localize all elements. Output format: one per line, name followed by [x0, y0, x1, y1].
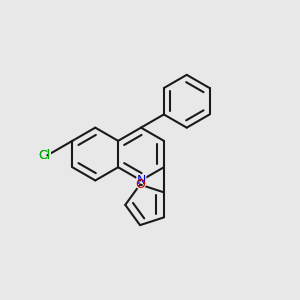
Text: O: O	[134, 177, 146, 192]
Text: N: N	[135, 173, 147, 188]
Text: Cl: Cl	[38, 149, 50, 162]
Text: Cl: Cl	[38, 149, 50, 162]
Text: Cl: Cl	[36, 148, 52, 163]
Text: O: O	[135, 178, 145, 191]
Text: N: N	[136, 174, 146, 187]
